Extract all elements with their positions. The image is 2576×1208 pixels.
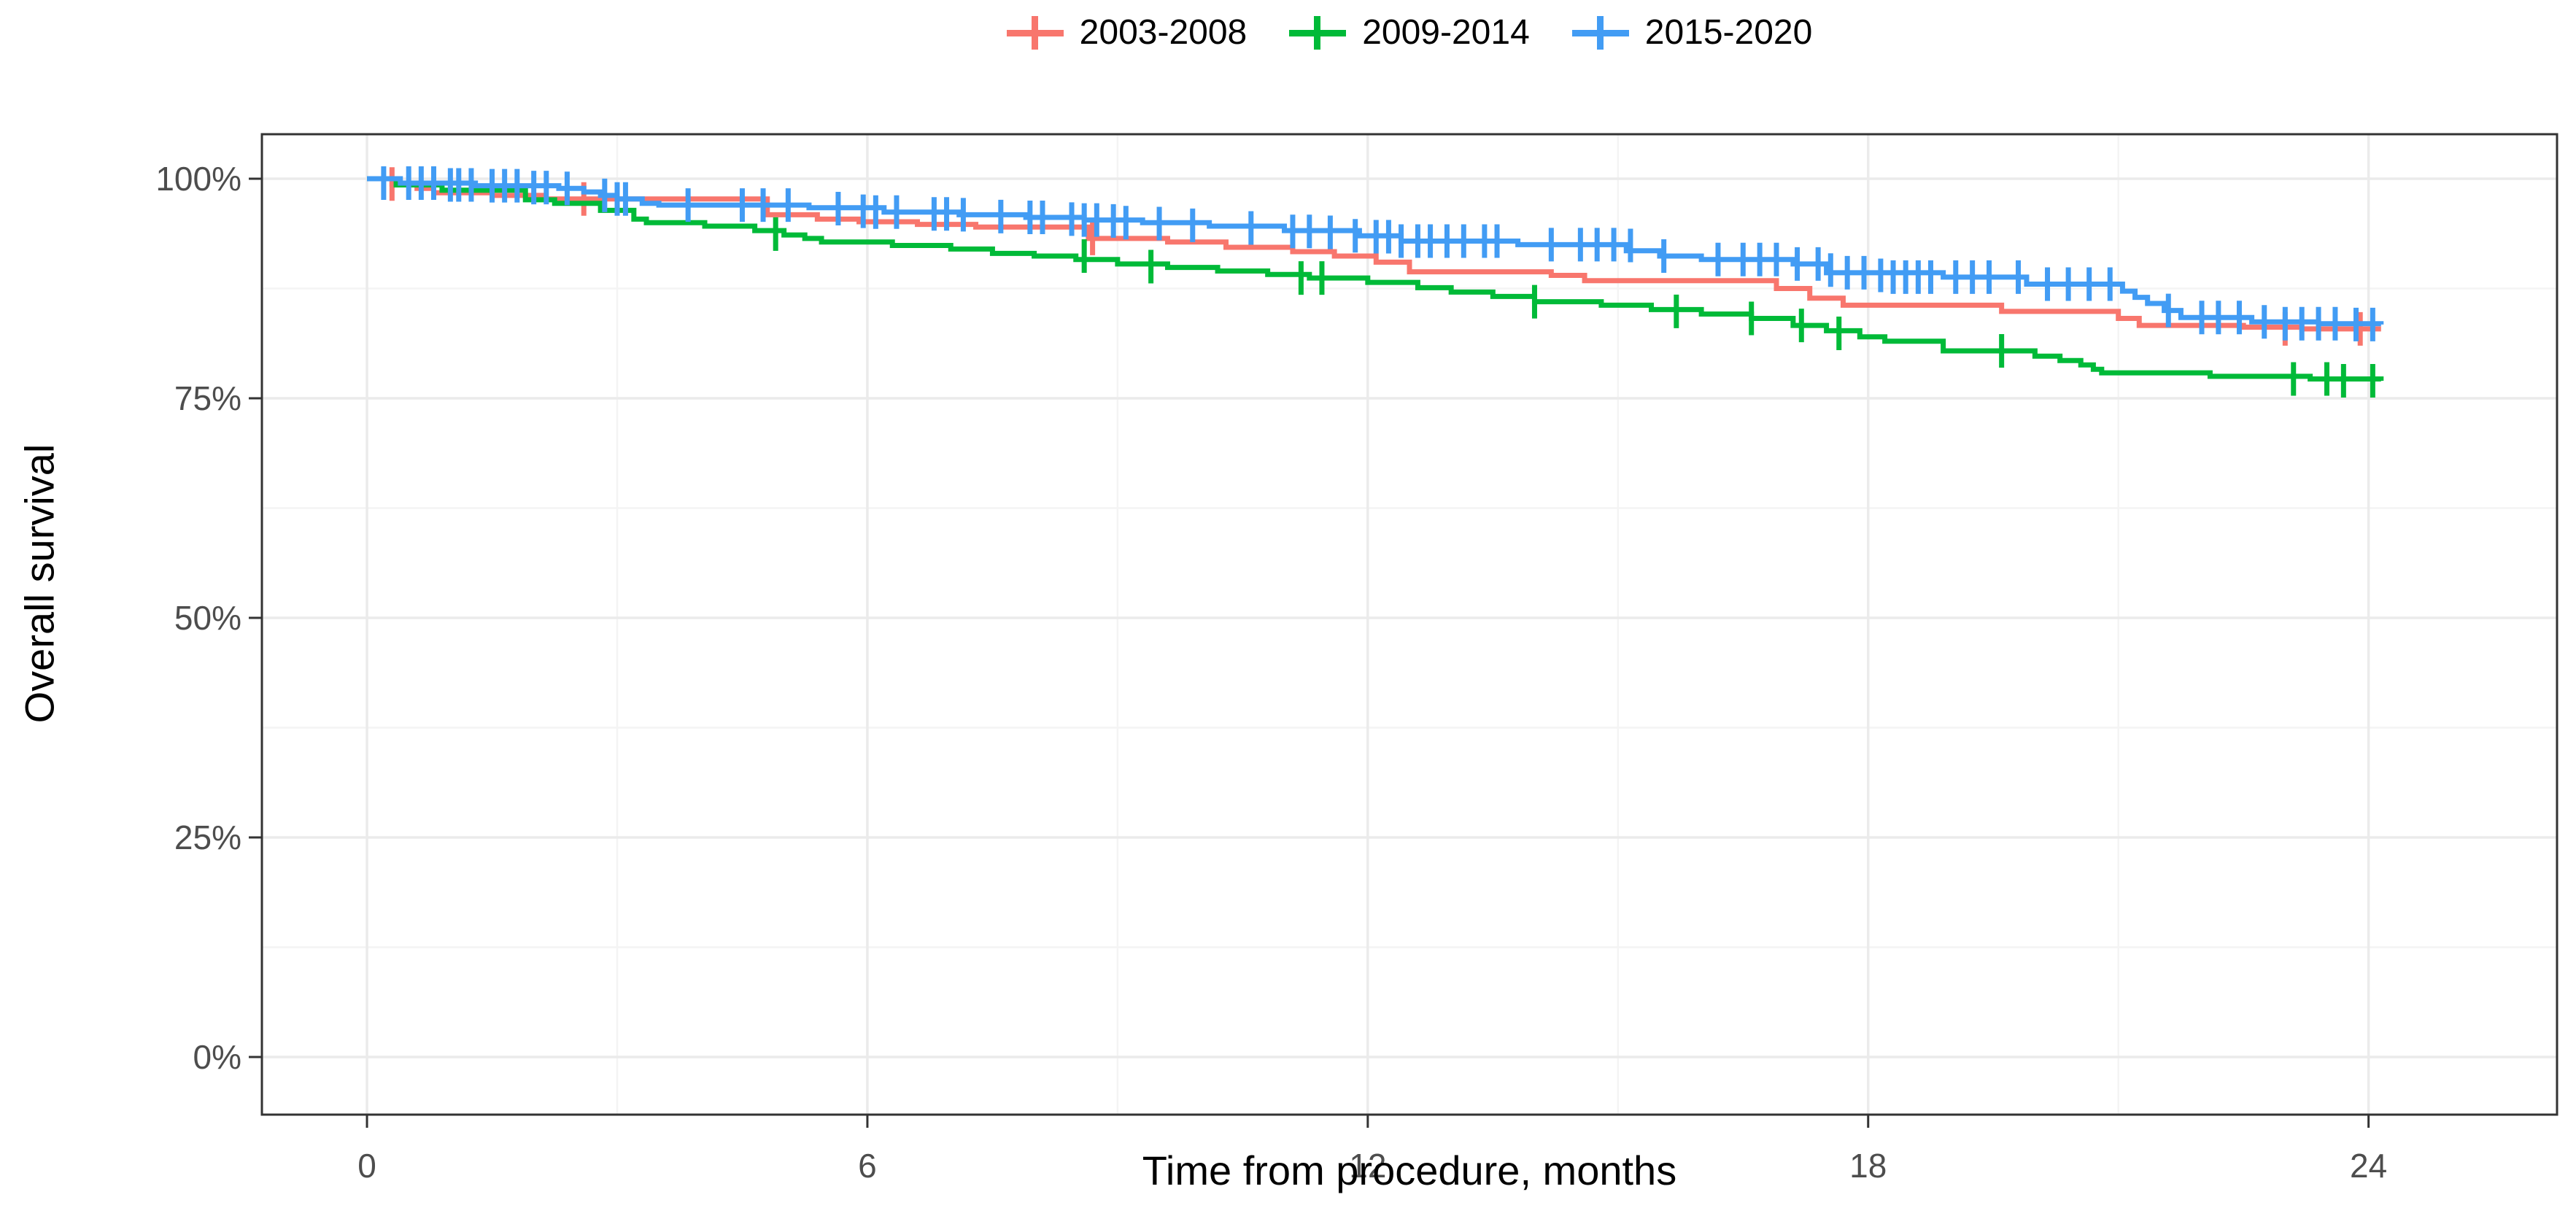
y-tick-label: 100%: [155, 160, 241, 198]
censor-plus-icon: [1571, 15, 1629, 51]
legend: 2003-2008 2009-2014 2015-2020: [262, 4, 2557, 61]
plot-panel: [262, 134, 2557, 1115]
y-tick-label: 75%: [174, 379, 241, 417]
axis-tick-labels: 0 6 12 18 24 0% 25% 50% 75% 100%: [155, 160, 2387, 1185]
survival-curve: [367, 176, 2384, 382]
censor-marks: [773, 217, 2375, 398]
x-tick-label: 24: [2350, 1147, 2387, 1185]
censor-plus-icon: [1289, 15, 1347, 51]
legend-label: 2003-2008: [1079, 13, 1248, 52]
x-tick-label: 12: [1349, 1147, 1386, 1185]
legend-item-2009-2014: 2009-2014: [1289, 15, 1530, 51]
x-tick-label: 6: [858, 1147, 877, 1185]
legend-label: 2015-2020: [1644, 13, 1813, 52]
y-tick-label: 25%: [174, 818, 241, 856]
series-2009-2014: [367, 176, 2384, 398]
censor-plus-icon: [1006, 15, 1064, 51]
axis-ticks: [249, 177, 2370, 1128]
censor-marks: [381, 166, 2375, 341]
series-2015-2020: [367, 166, 2384, 341]
legend-label: 2009-2014: [1362, 13, 1530, 52]
x-tick-label: 0: [357, 1147, 376, 1185]
legend-item-2015-2020: 2015-2020: [1571, 13, 1813, 52]
grid-minor: [262, 134, 2557, 1115]
legend-item-2003-2008: 2003-2008: [1006, 13, 1248, 52]
x-axis-title: Time from procedure, months: [1142, 1147, 1677, 1193]
y-axis-title: Overall survival: [16, 444, 63, 724]
y-tick-label: 50%: [174, 599, 241, 637]
y-tick-label: 0%: [193, 1038, 241, 1076]
panel-border: [260, 133, 2558, 1116]
survival-curve: [367, 176, 2381, 332]
x-tick-label: 18: [1849, 1147, 1887, 1185]
grid-major: [262, 134, 2557, 1115]
